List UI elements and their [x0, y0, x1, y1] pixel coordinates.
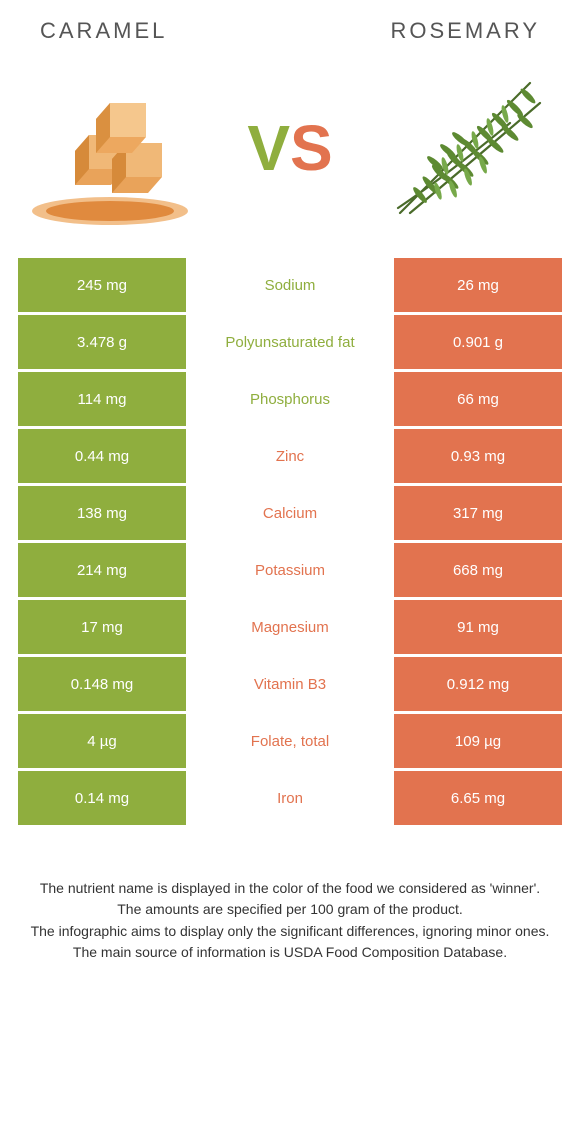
footer-line: The amounts are specified per 100 gram o…	[28, 899, 552, 919]
value-right: 109 µg	[394, 714, 562, 768]
value-left: 138 mg	[18, 486, 186, 540]
value-left: 4 µg	[18, 714, 186, 768]
nutrient-row: 0.44 mgZinc0.93 mg	[18, 429, 562, 483]
nutrient-row: 3.478 gPolyunsaturated fat0.901 g	[18, 315, 562, 369]
value-right: 26 mg	[394, 258, 562, 312]
nutrient-row: 245 mgSodium26 mg	[18, 258, 562, 312]
nutrient-row: 0.148 mgVitamin B30.912 mg	[18, 657, 562, 711]
value-left: 17 mg	[18, 600, 186, 654]
value-left: 0.14 mg	[18, 771, 186, 825]
value-right: 0.901 g	[394, 315, 562, 369]
value-right: 317 mg	[394, 486, 562, 540]
header: Caramel Rosemary	[0, 0, 580, 54]
value-left: 214 mg	[18, 543, 186, 597]
value-right: 6.65 mg	[394, 771, 562, 825]
nutrient-row: 17 mgMagnesium91 mg	[18, 600, 562, 654]
value-left: 114 mg	[18, 372, 186, 426]
value-right: 91 mg	[394, 600, 562, 654]
rosemary-image	[380, 63, 560, 233]
value-right: 668 mg	[394, 543, 562, 597]
hero-row: VS	[0, 54, 580, 254]
nutrient-label: Magnesium	[186, 600, 394, 654]
vs-s: S	[290, 111, 333, 185]
value-left: 3.478 g	[18, 315, 186, 369]
nutrient-label: Zinc	[186, 429, 394, 483]
nutrient-label: Polyunsaturated fat	[186, 315, 394, 369]
nutrient-label: Iron	[186, 771, 394, 825]
nutrient-row: 138 mgCalcium317 mg	[18, 486, 562, 540]
nutrient-row: 214 mgPotassium668 mg	[18, 543, 562, 597]
value-left: 0.44 mg	[18, 429, 186, 483]
caramel-image	[20, 63, 200, 233]
nutrient-table: 245 mgSodium26 mg3.478 gPolyunsaturated …	[0, 254, 580, 825]
nutrient-row: 4 µgFolate, total109 µg	[18, 714, 562, 768]
footer-notes: The nutrient name is displayed in the co…	[0, 828, 580, 962]
value-left: 245 mg	[18, 258, 186, 312]
nutrient-label: Phosphorus	[186, 372, 394, 426]
value-right: 0.93 mg	[394, 429, 562, 483]
footer-line: The main source of information is USDA F…	[28, 942, 552, 962]
nutrient-label: Sodium	[186, 258, 394, 312]
vs-label: VS	[247, 111, 332, 185]
nutrient-label: Folate, total	[186, 714, 394, 768]
value-right: 66 mg	[394, 372, 562, 426]
footer-line: The nutrient name is displayed in the co…	[28, 878, 552, 898]
nutrient-label: Vitamin B3	[186, 657, 394, 711]
nutrient-label: Calcium	[186, 486, 394, 540]
food-title-left: Caramel	[40, 18, 167, 44]
nutrient-row: 0.14 mgIron6.65 mg	[18, 771, 562, 825]
food-title-right: Rosemary	[390, 18, 540, 44]
footer-line: The infographic aims to display only the…	[28, 921, 552, 941]
nutrient-row: 114 mgPhosphorus66 mg	[18, 372, 562, 426]
value-right: 0.912 mg	[394, 657, 562, 711]
vs-v: V	[247, 111, 290, 185]
value-left: 0.148 mg	[18, 657, 186, 711]
nutrient-label: Potassium	[186, 543, 394, 597]
